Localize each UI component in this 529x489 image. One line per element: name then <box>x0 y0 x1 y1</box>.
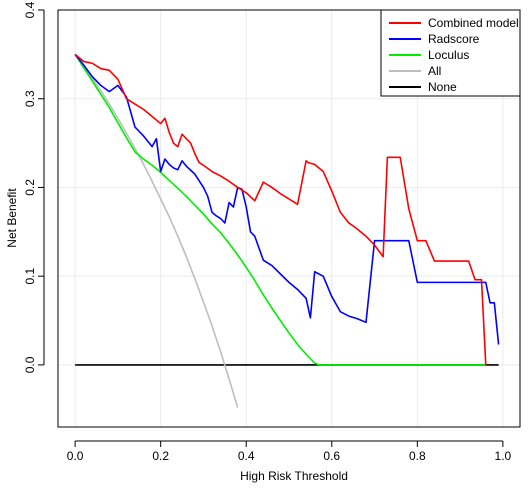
y-tick-label: 0.3 <box>23 90 37 107</box>
series-line-loculus <box>74 53 486 366</box>
legend-label-all: All <box>428 64 441 78</box>
x-tick-label: 0.0 <box>67 449 84 463</box>
axes: 0.0 0.2 0.4 0.6 0.8 1.0 0.0 0.1 0.2 0.3 0.4 <box>23 1 512 463</box>
y-tick-label: 0.1 <box>23 268 37 285</box>
x-tick-label: 0.6 <box>323 449 340 463</box>
x-axis-title: High Risk Threshold <box>240 469 348 483</box>
legend-label-none: None <box>428 80 457 94</box>
x-tick-label: 1.0 <box>495 449 512 463</box>
legend: Combined model Radscore Loculus All None <box>380 9 521 97</box>
y-tick-label: 0.2 <box>23 179 37 196</box>
series-line-combined-model <box>74 53 487 365</box>
series-line-all <box>74 53 239 408</box>
legend-label-loculus: Loculus <box>428 48 469 62</box>
y-tick-label: 0.4 <box>23 1 37 18</box>
plot-border <box>57 9 521 428</box>
series-lines <box>74 53 500 408</box>
series-line-radscore <box>74 53 500 345</box>
x-tick-label: 0.2 <box>152 449 169 463</box>
x-tick-label: 0.4 <box>238 449 255 463</box>
legend-label-radscore: Radscore <box>428 32 480 46</box>
y-tick-label: 0.0 <box>23 356 37 373</box>
y-axis-title: Net Benefit <box>5 188 19 248</box>
legend-label-combined-model: Combined model <box>428 16 519 30</box>
x-tick-label: 0.8 <box>409 449 426 463</box>
legend-box <box>380 9 521 97</box>
